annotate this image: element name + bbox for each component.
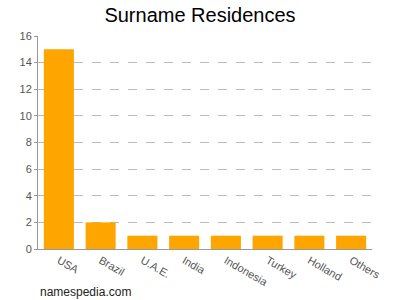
svg-text:16: 16 <box>20 30 32 42</box>
svg-text:12: 12 <box>20 83 32 95</box>
svg-text:2: 2 <box>26 216 32 228</box>
svg-text:Turkey: Turkey <box>264 254 299 281</box>
svg-text:4: 4 <box>26 190 32 202</box>
svg-text:India: India <box>180 254 207 277</box>
svg-text:Surname Residences: Surname Residences <box>104 4 295 26</box>
svg-text:8: 8 <box>26 136 32 148</box>
svg-text:U.A.E.: U.A.E. <box>139 254 173 280</box>
svg-text:Holland: Holland <box>306 254 344 283</box>
svg-text:14: 14 <box>20 56 32 68</box>
svg-text:0: 0 <box>26 243 32 255</box>
svg-text:Others: Others <box>347 254 382 281</box>
svg-text:Brazil: Brazil <box>97 254 127 278</box>
svg-text:10: 10 <box>20 110 32 122</box>
svg-text:Indonesia: Indonesia <box>222 254 270 289</box>
svg-text:USA: USA <box>55 254 81 276</box>
svg-text:namespedia.com: namespedia.com <box>40 285 131 299</box>
svg-text:6: 6 <box>26 163 32 175</box>
